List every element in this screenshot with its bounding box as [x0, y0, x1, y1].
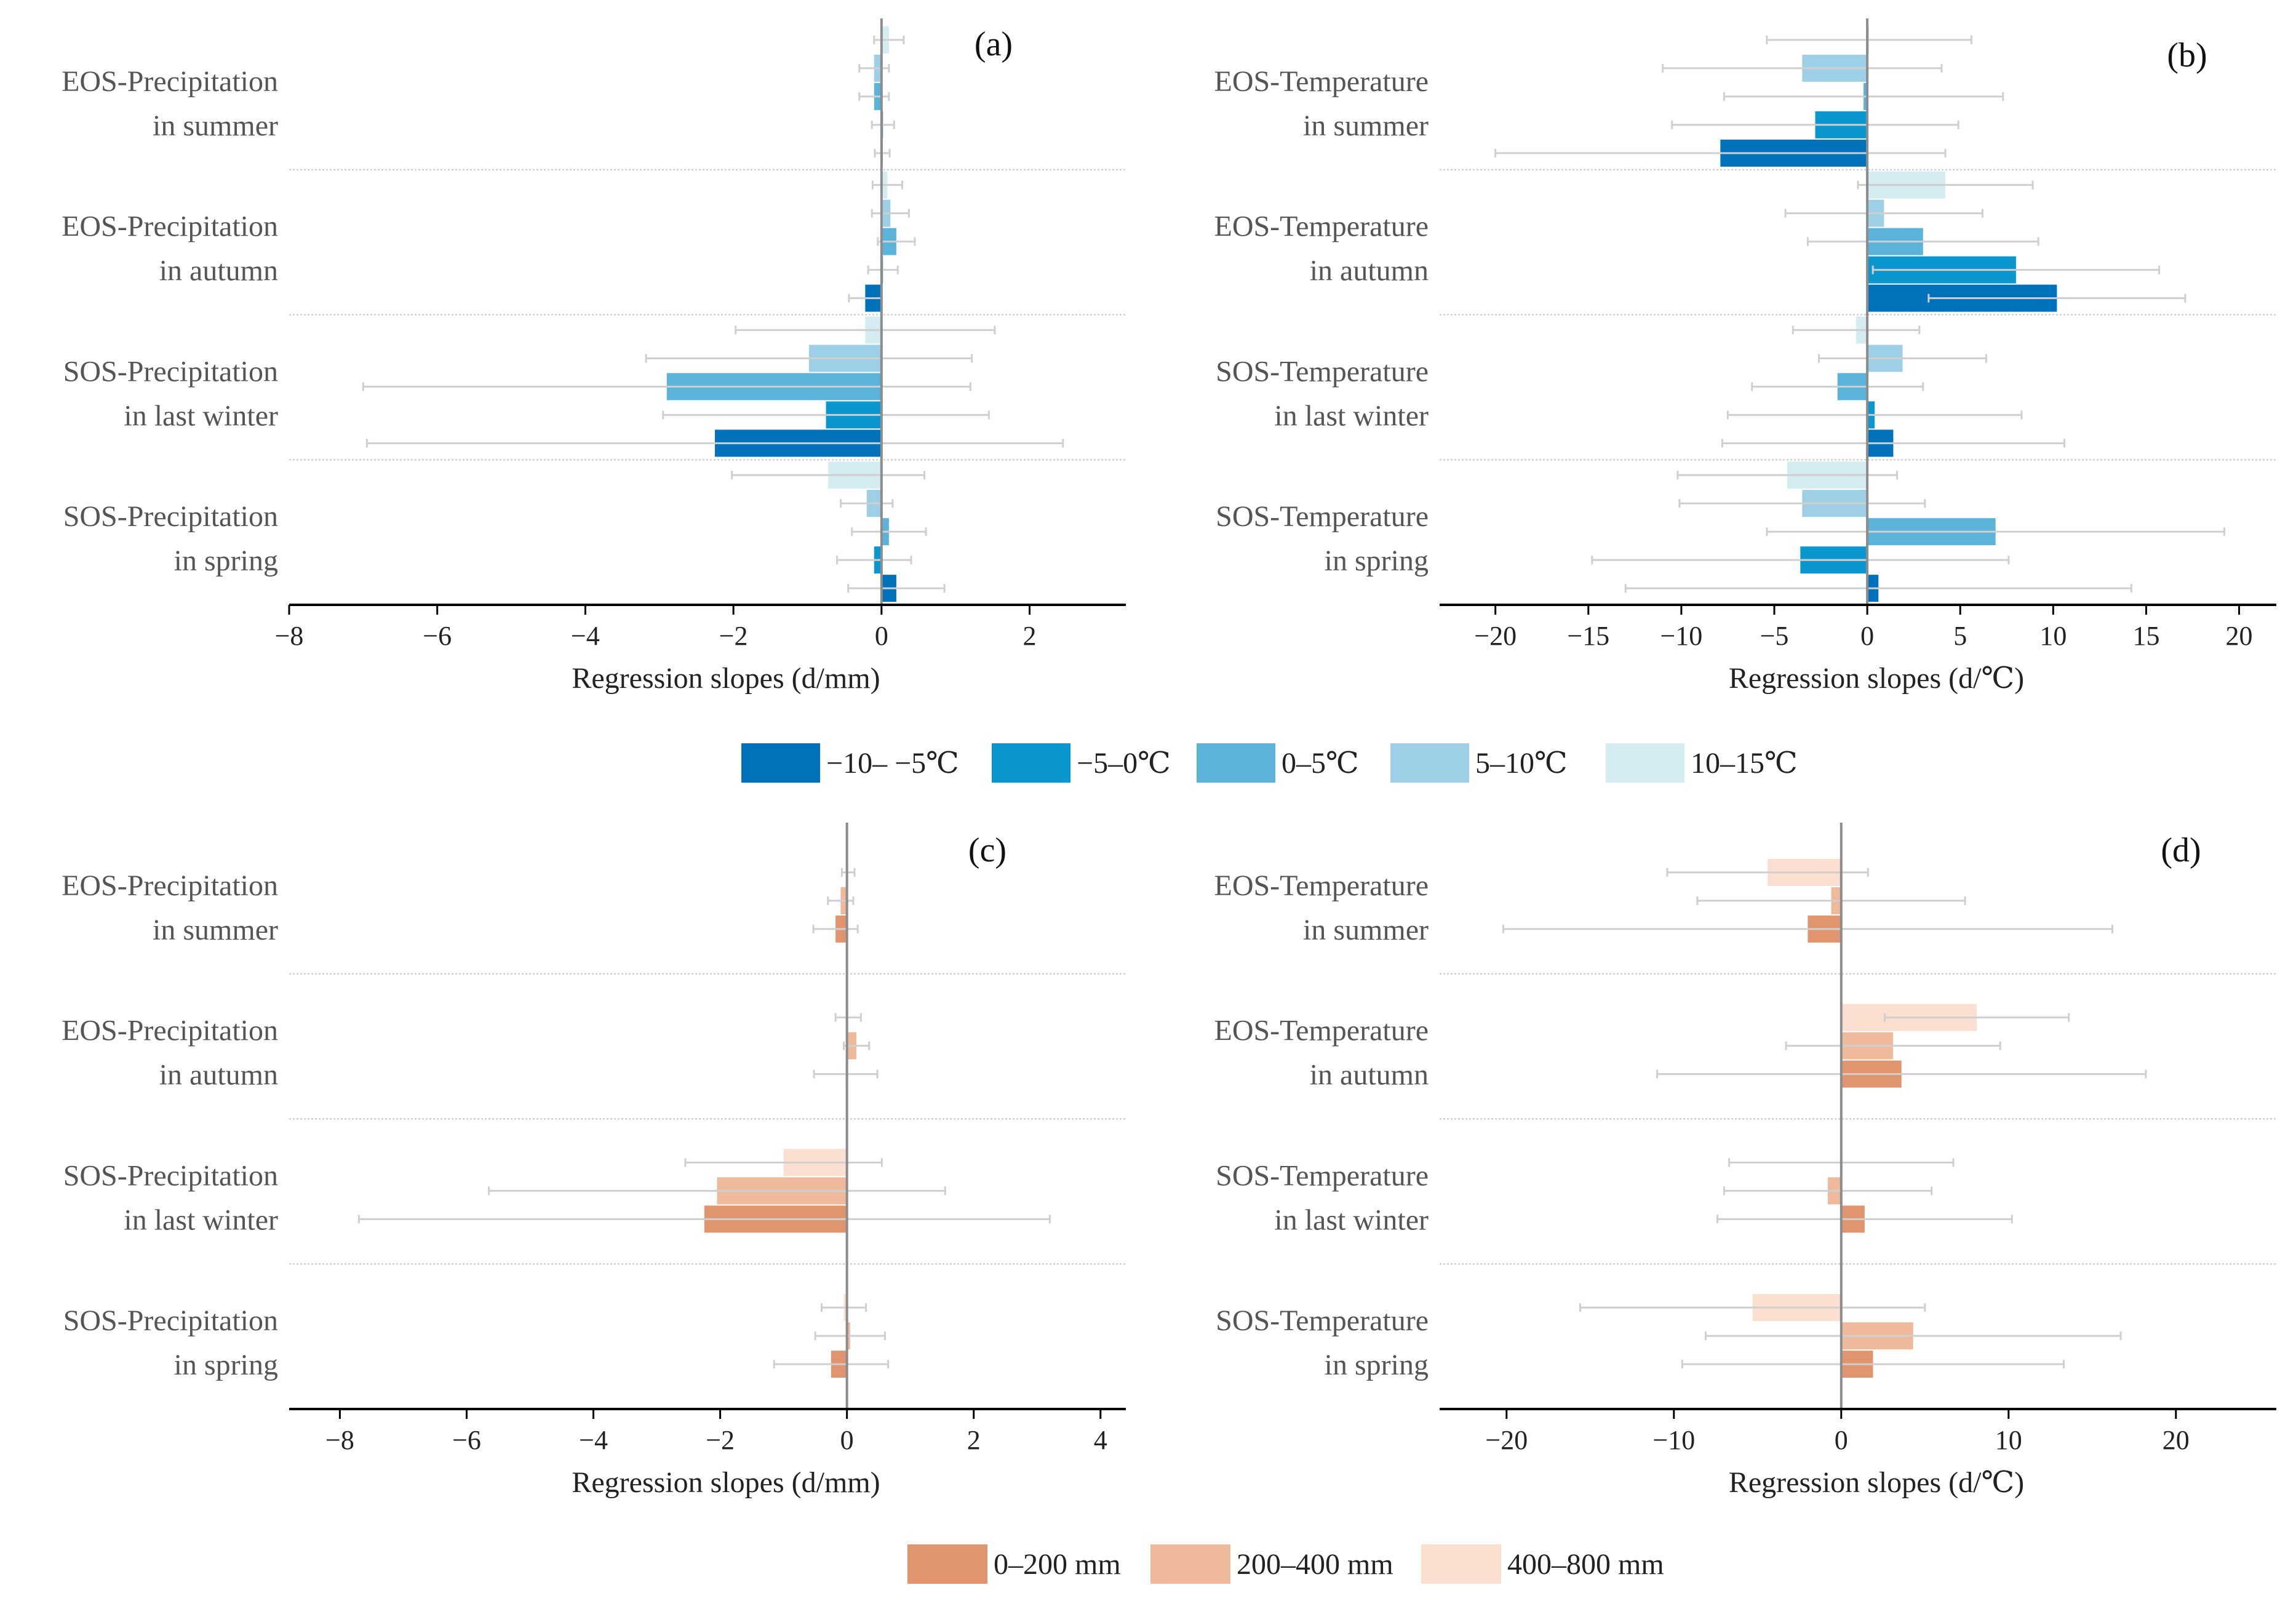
- category-label: SOS-Temperature: [1216, 1304, 1429, 1337]
- x-tick-label: 10: [2039, 621, 2067, 651]
- legend-swatch: [1606, 743, 1684, 783]
- x-tick-label: −6: [452, 1425, 481, 1455]
- category-label: in last winter: [1274, 1204, 1429, 1236]
- category-label: EOS-Precipitation: [62, 1015, 278, 1047]
- category-label: EOS-Temperature: [1214, 65, 1429, 98]
- legend-label: 400–800 mm: [1507, 1548, 1664, 1581]
- category-label: in summer: [1303, 110, 1429, 142]
- x-axis-title: Regression slopes (d/mm): [572, 1466, 880, 1499]
- x-tick-label: −5: [1760, 621, 1789, 651]
- x-tick-label: 0: [875, 621, 888, 651]
- legend-swatch: [907, 1544, 987, 1584]
- x-tick-label: 20: [2226, 621, 2253, 651]
- x-tick-label: 5: [1953, 621, 1967, 651]
- x-tick-label: −10: [1652, 1425, 1695, 1455]
- x-tick-label: 15: [2132, 621, 2159, 651]
- legend-swatch: [992, 743, 1070, 783]
- category-label: EOS-Precipitation: [62, 869, 278, 902]
- legend-label: −10– −5℃: [826, 747, 959, 780]
- category-label: SOS-Temperature: [1216, 1159, 1429, 1192]
- category-label: in spring: [1325, 545, 1429, 577]
- category-label: in last winter: [124, 399, 278, 432]
- category-label: EOS-Temperature: [1214, 210, 1429, 243]
- category-label: in spring: [174, 1349, 278, 1381]
- category-label: in autumn: [1310, 255, 1429, 287]
- x-tick-label: 0: [840, 1425, 854, 1455]
- x-axis-title: Regression slopes (d/mm): [572, 662, 880, 695]
- x-tick-label: 4: [1094, 1425, 1107, 1455]
- x-axis-title: Regression slopes (d/℃): [1729, 1466, 2024, 1499]
- panel-tag: (b): [2167, 36, 2207, 74]
- category-label: in spring: [1325, 1349, 1429, 1381]
- category-label: in autumn: [1310, 1059, 1429, 1092]
- category-label: EOS-Precipitation: [62, 210, 278, 243]
- panel-tag: (a): [975, 25, 1013, 63]
- x-tick-label: −8: [325, 1425, 354, 1455]
- x-tick-label: −20: [1485, 1425, 1528, 1455]
- x-tick-label: 2: [967, 1425, 981, 1455]
- category-label: SOS-Precipitation: [63, 1159, 278, 1192]
- panel-d: EOS-Temperature in summer EOS-Temperature i…: [1214, 823, 2276, 1499]
- panel-tag: (d): [2161, 831, 2201, 869]
- legend-label: 10–15℃: [1691, 747, 1798, 780]
- legend-swatch: [741, 743, 820, 783]
- x-tick-label: −2: [719, 621, 748, 651]
- panel-tag: (c): [968, 831, 1006, 869]
- legend-label: 5–10℃: [1475, 747, 1568, 780]
- legend-swatch: [1197, 743, 1275, 783]
- category-label: SOS-Precipitation: [63, 355, 278, 388]
- x-tick-label: −20: [1474, 621, 1517, 651]
- legend-label: −5–0℃: [1077, 747, 1171, 780]
- category-label: in autumn: [159, 255, 278, 287]
- x-tick-label: −6: [423, 621, 452, 651]
- category-label: SOS-Temperature: [1216, 355, 1429, 388]
- legend-precipitation: 0–200 mm 200–400 mm 400–800 mm: [907, 1544, 1664, 1584]
- x-tick-label: 20: [2162, 1425, 2190, 1455]
- x-tick-label: −15: [1567, 621, 1609, 651]
- x-tick-label: −10: [1660, 621, 1702, 651]
- legend-swatch: [1150, 1544, 1230, 1584]
- category-label: in last winter: [124, 1204, 278, 1236]
- x-tick-label: 0: [1860, 621, 1874, 651]
- x-tick-label: 0: [1835, 1425, 1848, 1455]
- x-tick-label: −4: [571, 621, 600, 651]
- legend-label: 0–200 mm: [994, 1548, 1121, 1581]
- category-label: SOS-Precipitation: [63, 500, 278, 533]
- category-label: SOS-Temperature: [1216, 500, 1429, 533]
- legend-swatch: [1421, 1544, 1501, 1584]
- x-tick-label: −8: [275, 621, 304, 651]
- category-label: in spring: [174, 545, 278, 577]
- category-label: in summer: [153, 110, 278, 142]
- legend-swatch: [1390, 743, 1469, 783]
- category-label: EOS-Precipitation: [62, 65, 278, 98]
- category-label: in autumn: [159, 1059, 278, 1092]
- category-label: EOS-Temperature: [1214, 1015, 1429, 1047]
- panel-a: EOS-Precipitation in summer EOS-Precipitat…: [62, 18, 1126, 695]
- x-tick-label: 10: [1995, 1425, 2022, 1455]
- panel-c: EOS-Precipitation in summer EOS-Precipitat…: [62, 823, 1126, 1499]
- x-tick-label: −2: [706, 1425, 735, 1455]
- panel-b: EOS-Temperature in summer EOS-Temperature i…: [1214, 18, 2276, 695]
- category-label: in summer: [153, 914, 278, 946]
- x-tick-label: 2: [1023, 621, 1037, 651]
- x-tick-label: −4: [579, 1425, 608, 1455]
- legend-temperature: −10– −5℃ −5–0℃ 0–5℃ 5–10℃ 10–15℃: [741, 743, 1798, 783]
- x-axis-title: Regression slopes (d/℃): [1729, 662, 2024, 695]
- legend-label: 200–400 mm: [1237, 1548, 1393, 1581]
- category-label: in summer: [1303, 914, 1429, 946]
- category-label: SOS-Precipitation: [63, 1304, 278, 1337]
- category-label: in last winter: [1274, 399, 1429, 432]
- category-label: EOS-Temperature: [1214, 869, 1429, 902]
- legend-label: 0–5℃: [1282, 747, 1359, 780]
